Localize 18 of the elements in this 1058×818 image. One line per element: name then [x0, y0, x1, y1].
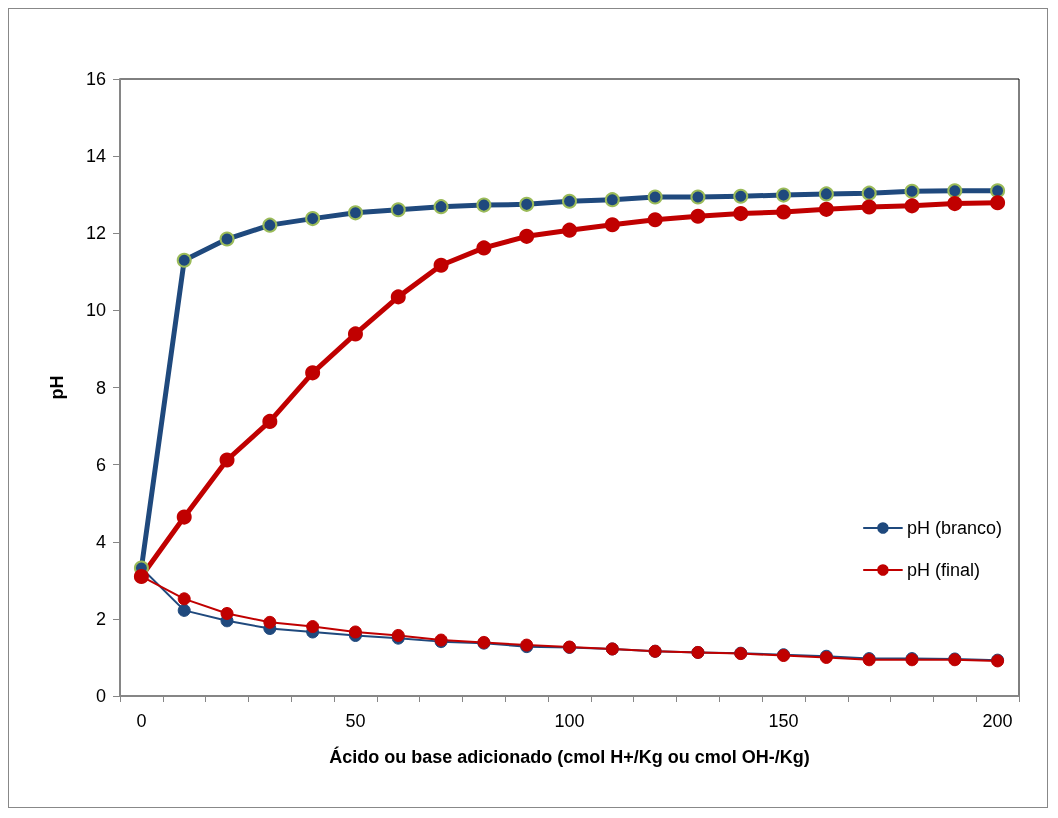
y-tick-label: 6 — [95, 454, 106, 475]
y-tick-label: 4 — [95, 531, 106, 552]
y-tick-label: 0 — [95, 686, 106, 706]
x-tick-label: 50 — [345, 711, 366, 731]
y-tick-label: 8 — [95, 377, 106, 398]
y-tick-label: 14 — [85, 146, 106, 167]
legend-label: pH (final) — [906, 560, 980, 580]
legend-label: pH (branco) — [906, 518, 1003, 538]
y-tick-label: 12 — [85, 223, 106, 244]
y-tick-label: 10 — [85, 300, 106, 321]
y-axis-title: pH — [47, 375, 67, 400]
y-tick-label: 16 — [85, 69, 106, 89]
y-tick-label: 2 — [95, 608, 106, 629]
x-tick-label: 150 — [768, 711, 799, 731]
x-axis-title: Ácido ou base adicionado (cmol H+/Kg ou cmol OH-/Kg) — [329, 746, 810, 767]
x-tick-label: 100 — [554, 711, 585, 731]
x-tick-label: 0 — [136, 711, 147, 731]
x-tick-label: 200 — [982, 711, 1013, 731]
